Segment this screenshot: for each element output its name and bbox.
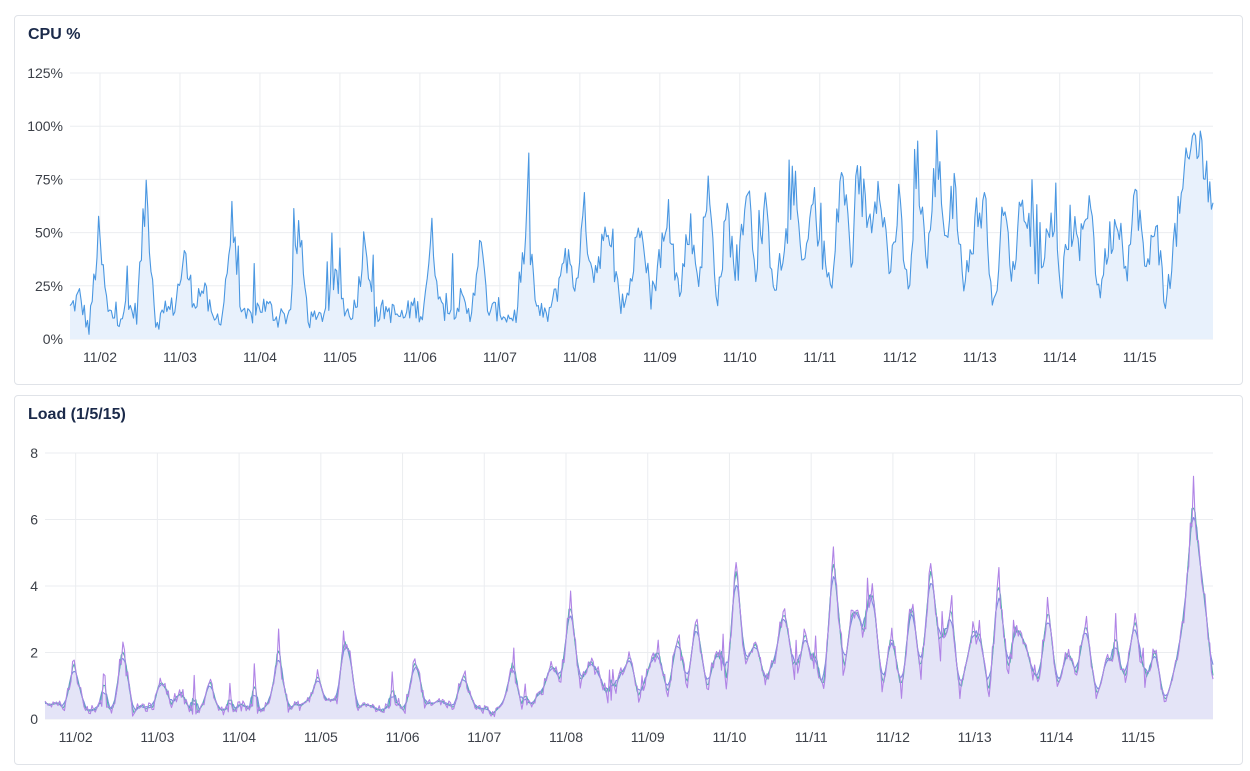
cpu-series-line: [69, 129, 1214, 335]
x-tick-label: 11/03: [163, 349, 197, 365]
x-tick-label: 11/11: [803, 349, 836, 365]
y-tick-label: 2: [30, 645, 38, 661]
x-tick-label: 11/15: [1121, 729, 1155, 745]
y-tick-label: 100%: [27, 118, 63, 134]
load-1-series-line: [44, 475, 1214, 718]
y-tick-label: 0: [30, 711, 38, 727]
y-tick-label: 25%: [35, 278, 63, 294]
y-tick-label: 75%: [35, 171, 63, 187]
x-tick-label: 11/13: [963, 349, 997, 365]
x-tick-label: 11/09: [631, 729, 665, 745]
y-tick-label: 8: [30, 445, 38, 461]
cpu-chart-title: CPU %: [28, 26, 81, 43]
load-15-series-area: [45, 517, 1213, 719]
x-tick-label: 11/08: [563, 349, 597, 365]
y-tick-label: 4: [30, 578, 38, 594]
load-chart-panel: Load (1/5/15) 0 2 4 6 8 11/02 11/03 11/04 11/05 1…: [14, 395, 1243, 765]
load-chart-title: Load (1/5/15): [28, 406, 126, 423]
cpu-chart-panel: CPU % 0% 25% 50% 75% 100% 125% 11/02 11/03 11/04…: [14, 15, 1243, 385]
x-tick-label: 11/08: [549, 729, 583, 745]
x-tick-label: 11/10: [712, 729, 746, 745]
y-tick-label: 6: [30, 512, 38, 528]
x-tick-label: 11/12: [876, 729, 910, 745]
x-tick-label: 11/02: [59, 729, 93, 745]
x-tick-label: 11/10: [723, 349, 757, 365]
y-tick-label: 50%: [35, 225, 63, 241]
x-tick-label: 11/03: [140, 729, 174, 745]
load-15-series-line: [44, 516, 1214, 714]
x-tick-label: 11/06: [403, 349, 437, 365]
y-tick-label: 0%: [43, 331, 63, 347]
x-tick-label: 11/07: [483, 349, 517, 365]
x-tick-label: 11/06: [386, 729, 420, 745]
x-tick-label: 11/02: [83, 349, 117, 365]
x-tick-label: 11/05: [323, 349, 357, 365]
x-tick-label: 11/13: [958, 729, 992, 745]
x-tick-label: 11/07: [467, 729, 501, 745]
x-tick-label: 11/05: [304, 729, 338, 745]
x-tick-label: 11/11: [795, 729, 828, 745]
x-tick-label: 11/04: [243, 349, 277, 365]
x-tick-label: 11/14: [1043, 349, 1077, 365]
x-tick-label: 11/09: [643, 349, 677, 365]
x-tick-label: 11/04: [222, 729, 256, 745]
x-tick-label: 11/12: [883, 349, 917, 365]
cpu-chart: 0% 25% 50% 75% 100% 125% 11/02 11/03 11/04 11/05 1…: [27, 65, 1214, 365]
y-tick-label: 125%: [27, 65, 63, 81]
x-tick-label: 11/14: [1039, 729, 1073, 745]
load-chart: 0 2 4 6 8 11/02 11/03 11/04 11/05 11/06 11/07 11/08…: [30, 445, 1214, 745]
x-tick-label: 11/15: [1123, 349, 1157, 365]
